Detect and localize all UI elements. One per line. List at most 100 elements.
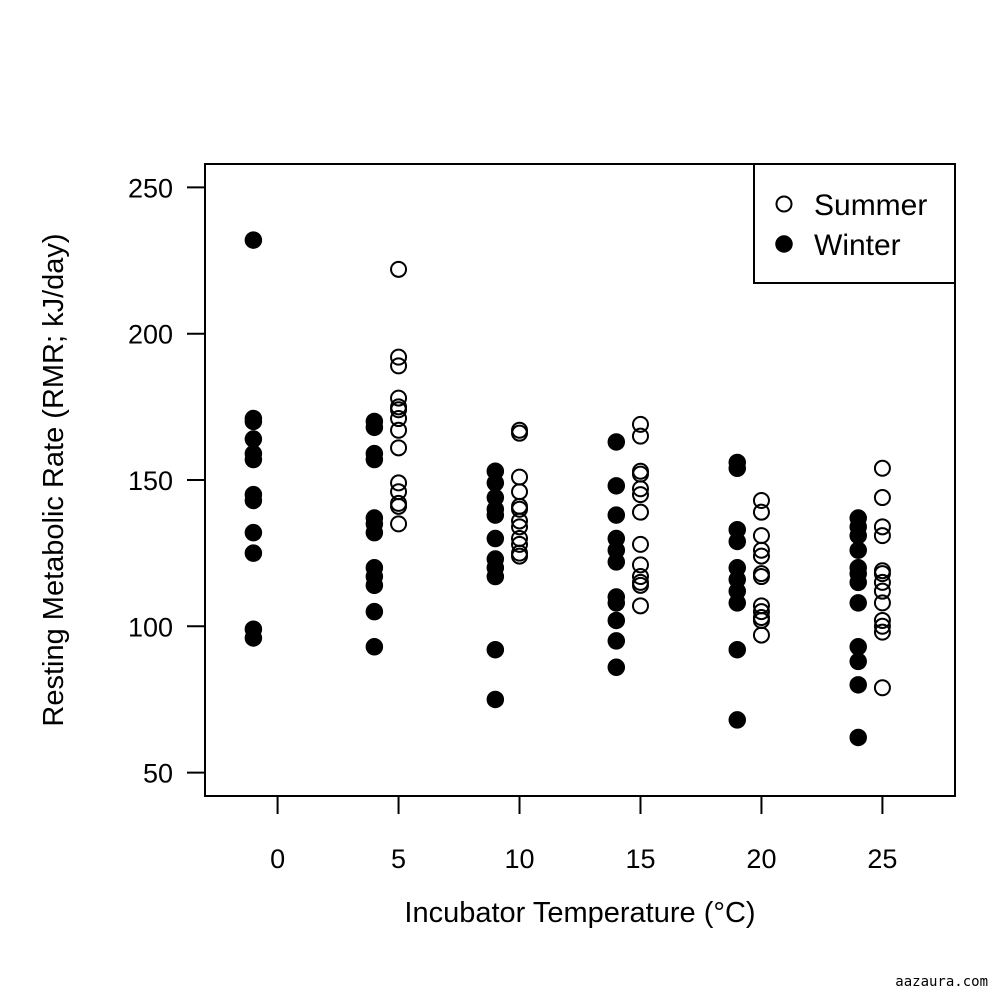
summer-point [390, 389, 408, 407]
winter-point [607, 611, 626, 630]
watermark-text: aazaura.com [895, 974, 988, 990]
winter-point [849, 652, 867, 671]
summer-point [752, 541, 770, 559]
summer-point [873, 518, 891, 536]
winter-point [244, 629, 263, 647]
winter-point [244, 523, 263, 542]
winter-point [607, 433, 626, 451]
winter-point [365, 418, 384, 437]
winter-point [728, 711, 747, 729]
y-tick-label: 250 [128, 173, 173, 203]
winter-point [728, 640, 747, 659]
summer-point [631, 480, 649, 498]
summer-point [390, 357, 408, 375]
winter-point [849, 573, 867, 592]
summer-point [873, 679, 891, 697]
summer-point [752, 603, 770, 621]
summer-point [873, 565, 891, 583]
winter-point [365, 638, 384, 656]
summer-point [390, 421, 408, 439]
summer-point [390, 410, 408, 428]
summer-point [752, 626, 770, 644]
legend-box [753, 163, 956, 284]
y-tick-label: 150 [128, 466, 173, 496]
winter-point [486, 529, 505, 548]
summer-point [390, 439, 408, 457]
summer-point [631, 576, 649, 594]
legend-winter-marker [775, 235, 793, 253]
summer-point [873, 582, 891, 600]
winter-point [486, 474, 505, 492]
winter-point [244, 430, 263, 448]
summer-point [631, 427, 649, 445]
summer-point [873, 623, 891, 641]
summer-point [873, 489, 891, 507]
summer-point [873, 594, 891, 612]
winter-point [728, 594, 747, 612]
summer-point [873, 459, 891, 477]
winter-point [365, 576, 384, 595]
winter-point [607, 477, 626, 495]
summer-point [873, 527, 891, 545]
summer-point [390, 348, 408, 366]
summer-point [390, 474, 408, 492]
x-tick-label: 5 [391, 844, 406, 874]
x-tick-label: 15 [625, 844, 655, 874]
winter-point [849, 594, 867, 612]
winter-point [607, 506, 626, 524]
winter-point [607, 594, 626, 612]
summer-point [631, 503, 649, 521]
summer-point [511, 424, 529, 442]
summer-point [752, 568, 770, 586]
summer-point [873, 573, 891, 591]
y-axis-title: Resting Metabolic Rate (RMR; kJ/day) [38, 233, 70, 726]
winter-point [244, 544, 263, 562]
y-tick-label: 50 [143, 759, 173, 789]
x-tick-label: 25 [867, 844, 897, 874]
summer-point [511, 512, 529, 530]
winter-point [244, 412, 263, 431]
summer-point [752, 503, 770, 521]
summer-point [631, 535, 649, 553]
y-tick-label: 200 [128, 320, 173, 350]
summer-point [873, 617, 891, 635]
summer-point [511, 535, 529, 553]
summer-point [752, 491, 770, 509]
summer-point [873, 611, 891, 629]
winter-point [486, 567, 505, 586]
winter-point [365, 450, 384, 469]
winter-point [849, 638, 867, 656]
legend-winter-label: Winter [814, 229, 901, 262]
x-tick-label: 0 [270, 844, 285, 874]
summer-point [511, 518, 529, 536]
winter-point [728, 532, 747, 551]
summer-point [631, 415, 649, 433]
summer-point [631, 568, 649, 586]
winter-point [849, 728, 867, 747]
winter-point [486, 506, 505, 524]
summer-point [631, 486, 649, 504]
winter-point [244, 491, 263, 510]
x-tick-label: 20 [746, 844, 776, 874]
summer-point [390, 260, 408, 278]
winter-point [486, 640, 505, 659]
winter-point [365, 523, 384, 542]
winter-point [244, 450, 263, 469]
winter-point [607, 553, 626, 571]
winter-point [849, 676, 867, 694]
winter-point [849, 541, 867, 559]
x-tick-label: 10 [504, 844, 534, 874]
axes: 0 5 10 15 20 25 50 100 150 200 250 [128, 173, 898, 874]
summer-point [390, 497, 408, 515]
data-points [244, 231, 891, 747]
summer-point [390, 515, 408, 533]
winter-point [849, 526, 867, 545]
y-tick-label: 100 [128, 612, 173, 642]
legend: Summer Winter [753, 163, 956, 284]
summer-point [631, 597, 649, 615]
legend-summer-label: Summer [814, 189, 927, 222]
winter-point [486, 690, 505, 709]
x-axis-title: Incubator Temperature (°C) [404, 897, 755, 929]
plot-frame [204, 163, 956, 797]
